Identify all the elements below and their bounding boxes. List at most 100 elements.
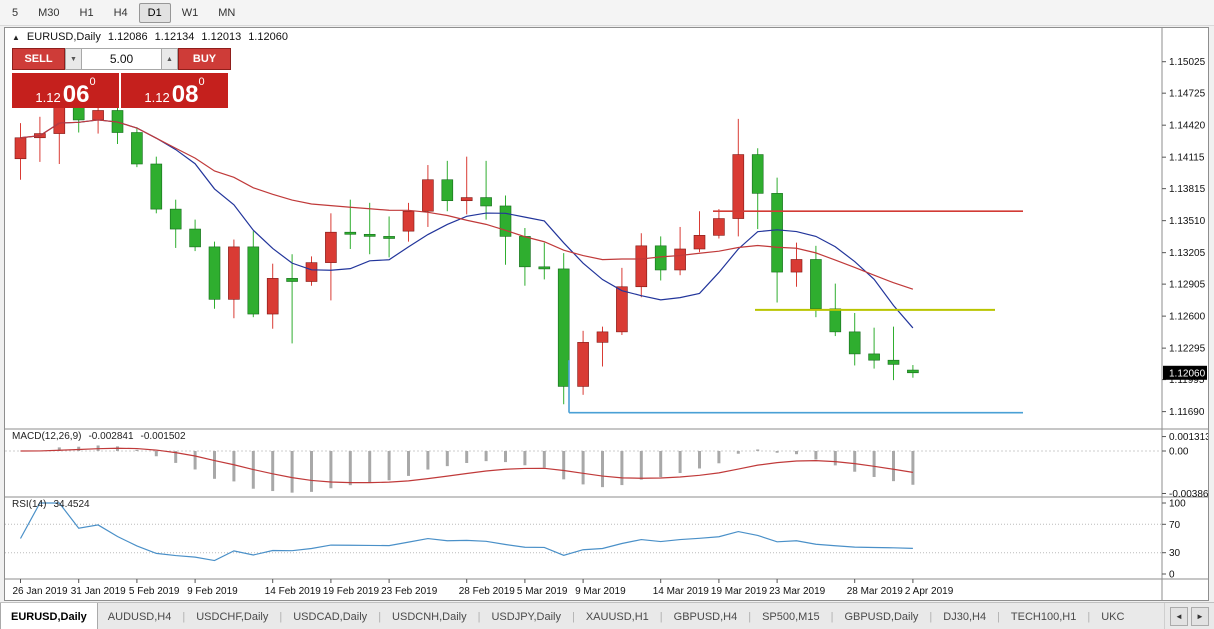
volume-dropdown-button[interactable]: ▼ (65, 48, 82, 70)
svg-text:5 Feb 2019: 5 Feb 2019 (129, 586, 180, 597)
timeframe-w1[interactable]: W1 (181, 6, 199, 19)
tab-scroll-left-icon[interactable]: ◄ (1170, 607, 1188, 626)
svg-text:5 Mar 2019: 5 Mar 2019 (517, 586, 568, 597)
svg-text:26 Jan 2019: 26 Jan 2019 (13, 586, 68, 597)
tab-separator: | (929, 610, 933, 623)
tab-dj30-h4[interactable]: DJ30,H4 (943, 610, 987, 623)
tab-usdjpy-daily[interactable]: USDJPY,Daily (491, 610, 561, 623)
tab-separator: | (997, 610, 1000, 623)
svg-text:70: 70 (1169, 520, 1181, 531)
price-chart[interactable]: 1.15025 1.14725 1.14420 1.14115 1.13815 1.135… (5, 28, 1208, 600)
buy-price-box[interactable]: 1.12 08 0 (121, 73, 228, 108)
ask-big-digits: 08 (171, 80, 199, 108)
ohlc-high: 1.12134 (154, 31, 195, 43)
rsi-plot (5, 502, 1162, 562)
timeframe-m30[interactable]: M30 (38, 6, 60, 19)
tab-xauusd-h1[interactable]: XAUUSD,H1 (585, 610, 649, 623)
svg-text:23 Mar 2019: 23 Mar 2019 (769, 586, 826, 597)
macd-name: MACD(12,26,9) (12, 431, 82, 442)
svg-text:1.13815: 1.13815 (1169, 184, 1206, 195)
chart-tabs: EURUSD,Daily AUDUSD,H4 | USDCHF,Daily | USDCA… (0, 603, 1164, 629)
bid-prefix: 1.12 (35, 89, 61, 105)
tab-scroll-right-icon[interactable]: ► (1191, 607, 1209, 626)
sell-button[interactable]: SELL (12, 48, 65, 70)
bid-big-digits: 06 (62, 80, 90, 108)
tab-separator: | (1087, 610, 1091, 623)
svg-text:1.15025: 1.15025 (1169, 57, 1206, 68)
svg-text:19 Feb 2019: 19 Feb 2019 (323, 586, 380, 597)
svg-text:0: 0 (1169, 570, 1175, 581)
tab-ukc[interactable]: UKC (1101, 610, 1125, 623)
timeframe-d1[interactable]: D1 (138, 2, 171, 23)
candlestick-plot (14, 75, 919, 405)
svg-text:1.14115: 1.14115 (1169, 153, 1205, 164)
svg-text:1.13510: 1.13510 (1169, 216, 1206, 227)
svg-text:0.00: 0.00 (1169, 447, 1189, 458)
svg-text:28 Mar 2019: 28 Mar 2019 (847, 586, 904, 597)
svg-text:1.12600: 1.12600 (1169, 312, 1206, 323)
ohlc-low: 1.12013 (201, 31, 242, 43)
rsi-value: 34.4524 (53, 499, 90, 510)
tab-separator: | (830, 610, 834, 623)
tab-usdcad-daily[interactable]: USDCAD,Daily (293, 610, 368, 623)
svg-text:14 Feb 2019: 14 Feb 2019 (265, 586, 322, 597)
svg-text:19 Mar 2019: 19 Mar 2019 (711, 586, 768, 597)
buy-button[interactable]: BUY (178, 48, 231, 70)
timeframe-mn[interactable]: MN (218, 6, 236, 19)
svg-text:28 Feb 2019: 28 Feb 2019 (459, 586, 516, 597)
macd-signal-line (20, 447, 913, 484)
ask-pip-fraction: 0 (198, 76, 205, 88)
svg-text:23 Feb 2019: 23 Feb 2019 (381, 586, 438, 597)
svg-text:1.12905: 1.12905 (1169, 280, 1206, 291)
volume-input[interactable]: 5.00 (82, 48, 161, 70)
tab-sp500-m15[interactable]: SP500,M15 (762, 610, 820, 623)
volume-up-button[interactable]: ▲ (161, 48, 178, 70)
svg-text:9 Mar 2019: 9 Mar 2019 (575, 586, 626, 597)
tab-audusd-h4[interactable]: AUDUSD,H4 (107, 610, 172, 623)
ma-slow-line (20, 119, 914, 290)
svg-text:9 Feb 2019: 9 Feb 2019 (187, 586, 238, 597)
tab-separator: | (748, 610, 752, 623)
chart-ohlc-header: ▲ EURUSD,Daily 1.12086 1.12134 1.12013 1… (12, 31, 288, 43)
timeframe-5[interactable]: 5 (12, 6, 19, 19)
tab-separator: | (279, 610, 283, 623)
chart-tab-bar: EURUSD,Daily AUDUSD,H4 | USDCHF,Daily | USDCA… (0, 602, 1214, 629)
current-price-badge (1163, 365, 1207, 380)
svg-text:1.12295: 1.12295 (1169, 344, 1206, 355)
tab-separator: | (477, 610, 481, 623)
svg-text:0.001313: 0.001313 (1169, 432, 1208, 443)
tab-separator: | (571, 610, 575, 623)
tab-eurusd-daily[interactable]: EURUSD,Daily (0, 603, 98, 629)
tab-separator: | (659, 610, 663, 623)
svg-text:2 Apr 2019: 2 Apr 2019 (905, 586, 954, 597)
ohlc-close: 1.12060 (248, 31, 288, 43)
chart-window[interactable]: 1.15025 1.14725 1.14420 1.14115 1.13815 1.135… (4, 27, 1209, 601)
tab-tech100-h1[interactable]: TECH100,H1 (1010, 610, 1077, 623)
timeframe-h4[interactable]: H4 (113, 6, 128, 19)
ask-prefix: 1.12 (144, 89, 170, 105)
one-click-collapse-icon[interactable]: ▲ (12, 32, 20, 42)
macd-plot (5, 445, 1162, 493)
svg-text:1.11995: 1.11995 (1169, 375, 1205, 386)
tab-gbpusd-daily[interactable]: GBPUSD,Daily (844, 610, 919, 623)
rsi-line (19, 502, 913, 562)
one-click-trade-panel: SELL ▼ 5.00 ▲ BUY 1.12 06 0 1.12 08 0 (12, 48, 231, 108)
svg-text:1.14420: 1.14420 (1169, 121, 1206, 132)
ohlc-open: 1.12086 (107, 31, 148, 43)
macd-main-value: -0.002841 (88, 431, 134, 442)
ma-fast-line (20, 119, 914, 329)
timeframe-h1[interactable]: H1 (79, 6, 94, 19)
bid-pip-fraction: 0 (89, 76, 96, 88)
tab-usdchf-daily[interactable]: USDCHF,Daily (196, 610, 269, 623)
macd-signal-value: -0.001502 (140, 431, 186, 442)
tab-scroll-controls: ◄ ► (1164, 603, 1214, 629)
tab-gbpusd-h4[interactable]: GBPUSD,H4 (673, 610, 738, 623)
svg-text:-0.003862: -0.003862 (1169, 489, 1208, 500)
svg-text:1.11690: 1.11690 (1169, 407, 1205, 418)
macd-indicator-label: MACD(12,26,9) -0.002841 -0.001502 (12, 431, 186, 442)
tab-usdcnh-daily[interactable]: USDCNH,Daily (392, 610, 467, 623)
rsi-indicator-label: RSI(14) 34.4524 (12, 499, 90, 510)
tab-separator: | (378, 610, 382, 623)
chart-symbol-label: EURUSD,Daily (26, 31, 101, 43)
sell-price-box[interactable]: 1.12 06 0 (12, 73, 119, 108)
